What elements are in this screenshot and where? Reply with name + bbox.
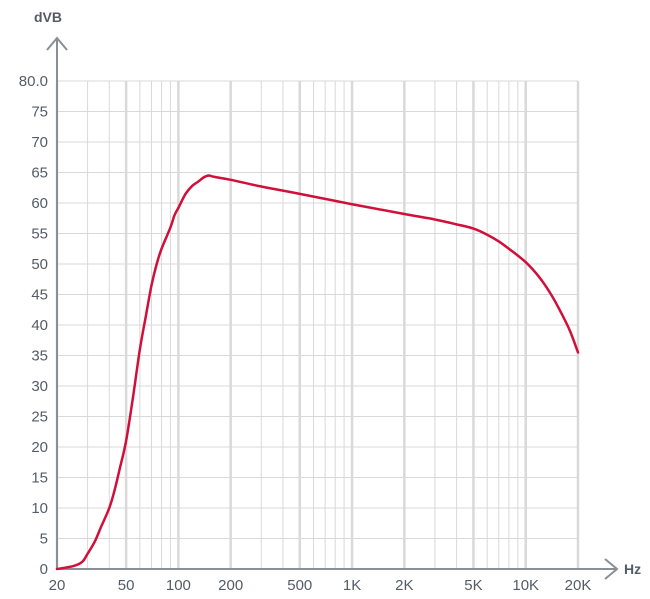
frequency-response-curve: [55, 174, 580, 571]
y-tick-label: 0: [40, 561, 48, 578]
grid-lines: [55, 80, 580, 570]
x-tick-label: 5K: [464, 577, 482, 594]
y-tick-label: 55: [31, 226, 48, 243]
y-tick-label: 30: [31, 378, 48, 395]
y-tick-label: 15: [31, 470, 48, 487]
y-tick-label: 35: [31, 348, 48, 365]
y-tick-label: 40: [31, 317, 48, 334]
series-layer: [55, 174, 580, 571]
y-tick-label: 75: [31, 104, 48, 121]
x-tick-label: 1K: [343, 577, 361, 594]
x-axis-label: Hz: [624, 561, 641, 577]
x-tick-label: 10K: [512, 577, 539, 594]
y-tick-label: 65: [31, 165, 48, 182]
y-tick-label: 10: [31, 500, 48, 517]
tick-labels: 0 5 10 15 20 25 30 35 40 45 50 55 60 65 70 75 80.0 20 50 10…: [19, 73, 592, 594]
y-tick-label: 25: [31, 409, 48, 426]
axes: [46, 36, 619, 580]
x-tick-label: 50: [118, 577, 135, 594]
x-tick-label: 20: [49, 577, 66, 594]
x-tick-label: 2K: [395, 577, 413, 594]
y-axis-label: dVB: [34, 9, 62, 25]
x-tick-label: 500: [287, 577, 312, 594]
x-tick-label: 20K: [565, 577, 592, 594]
y-tick-label: 45: [31, 287, 48, 304]
x-axis-arrow: [604, 558, 619, 580]
y-tick-label: 20: [31, 439, 48, 456]
x-tick-label: 200: [218, 577, 243, 594]
y-tick-label: 50: [31, 256, 48, 273]
y-tick-label: 70: [31, 134, 48, 151]
y-tick-label: 5: [40, 531, 48, 548]
x-tick-label: 100: [166, 577, 191, 594]
y-tick-label: 60: [31, 195, 48, 212]
y-tick-label: 80.0: [19, 73, 48, 90]
y-axis-arrow: [46, 36, 68, 51]
